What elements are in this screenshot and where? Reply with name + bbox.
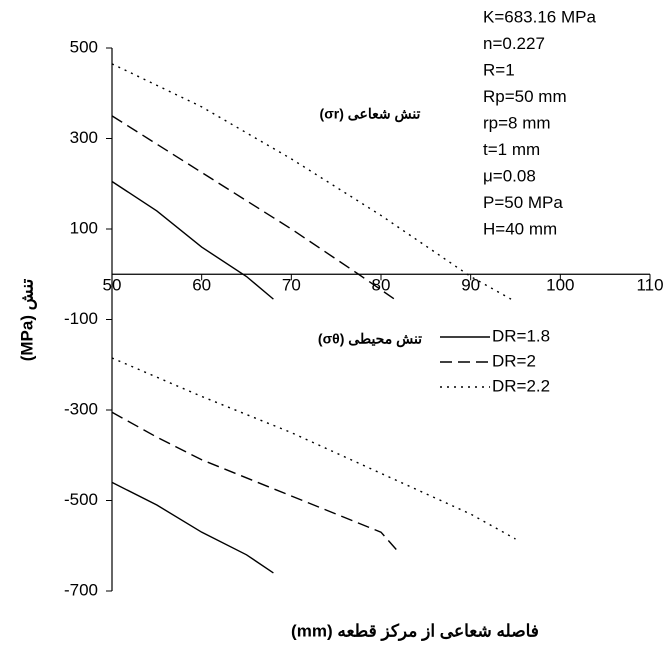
y-tick-label: -500 [64, 490, 98, 509]
y-tick-label: -100 [64, 309, 98, 328]
x-tick-label: 90 [461, 276, 480, 295]
legend-label: DR=1.8 [492, 326, 550, 345]
annotation: K=683.16 MPa [483, 7, 596, 26]
legend-label: DR=2 [492, 351, 536, 370]
y-tick-label: -700 [64, 580, 98, 599]
line [111, 180, 274, 300]
legend-label: DR=2.2 [492, 376, 550, 395]
y-tick-label: 500 [70, 37, 98, 56]
annotation: H=40 mm [483, 219, 557, 238]
annotation: μ=0.08 [483, 166, 536, 185]
curve-label: تنش شعاعی (σr) [320, 106, 421, 123]
line [111, 411, 400, 553]
y-axis-label: تنش (MPa) [17, 278, 37, 361]
x-axis-label: فاصله شعاعی از مرکز قطعه (mm) [291, 621, 539, 641]
y-tick-label: 100 [70, 218, 98, 237]
y-tick-label: 300 [70, 128, 98, 147]
line [111, 357, 516, 540]
x-tick-label: 100 [546, 276, 574, 295]
line [111, 115, 395, 300]
x-tick-label: 70 [282, 276, 301, 295]
line [111, 481, 274, 574]
x-tick-label: 80 [372, 276, 391, 295]
annotation: R=1 [483, 60, 515, 79]
annotation: Rp=50 mm [483, 87, 567, 106]
line [111, 63, 512, 300]
x-tick-label: 110 [636, 276, 663, 295]
y-tick-label: -300 [64, 399, 98, 418]
annotation: n=0.227 [483, 34, 545, 53]
annotation: t=1 mm [483, 140, 540, 159]
x-tick-label: 60 [192, 276, 211, 295]
x-tick-label: 50 [103, 276, 122, 295]
annotation: rp=8 mm [483, 113, 551, 132]
curve-label: تنش محیطی (σθ) [318, 331, 422, 348]
annotation: P=50 MPa [483, 193, 563, 212]
